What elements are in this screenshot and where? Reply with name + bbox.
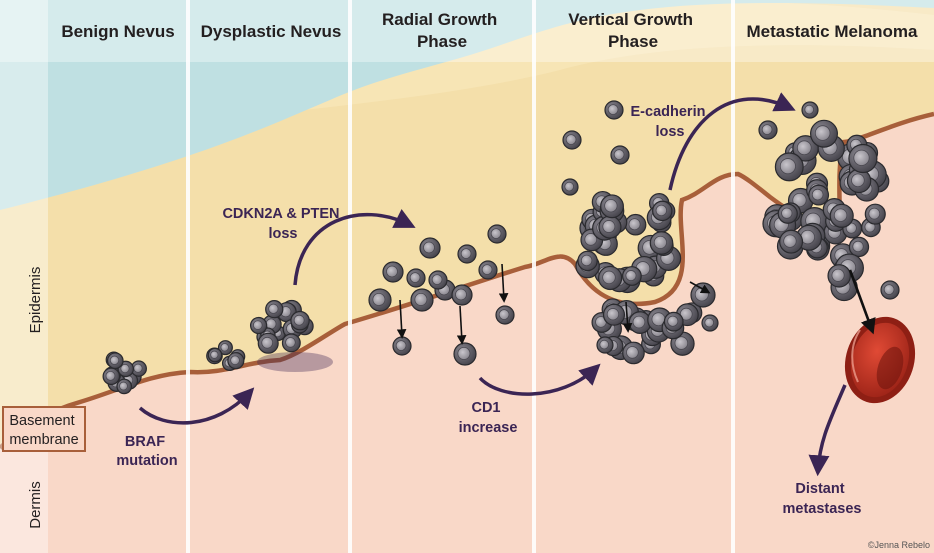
migration-arrows: [396, 263, 711, 345]
tumor-cell: [649, 231, 674, 255]
tumor-cell: [265, 300, 284, 319]
tumor-cell: [257, 332, 279, 354]
epidermis-label: Epidermis: [27, 267, 44, 334]
tumor-cell: [457, 244, 477, 264]
tumor-cell: [848, 143, 878, 174]
arrow-cdkn2a: [293, 209, 416, 286]
header-band: [0, 0, 934, 62]
image-credit: ©Jenna Rebelo: [868, 540, 930, 550]
tumor-cell: [249, 316, 268, 335]
tumor-cell: [410, 288, 434, 312]
tumor-cell: [602, 303, 626, 326]
annotation-distant-metastases: Distant metastases: [783, 481, 862, 517]
skin-surface-sky: [0, 0, 934, 210]
tumor-cell: [561, 178, 579, 196]
tumor-cell: [758, 120, 778, 140]
tumor-cell: [779, 229, 804, 254]
tumor-cell: [102, 367, 121, 386]
stage-title-dysplastic-nevus: Dysplastic Nevus: [201, 22, 342, 41]
tumor-cell: [622, 341, 645, 365]
tumor-cell: [487, 224, 507, 244]
tumor-cell: [600, 194, 624, 219]
dermis-label: Dermis: [27, 481, 44, 529]
tumor-cell: [217, 340, 233, 356]
tumor-cell: [829, 203, 854, 228]
arrow-ecadherin: [668, 92, 796, 191]
tumor-cell: [848, 236, 870, 258]
arrow-cd1: [478, 363, 601, 396]
tumor-cell: [577, 250, 598, 272]
tumor-cell: [290, 310, 310, 331]
tumor-cell: [827, 264, 851, 288]
tumor-cell: [774, 152, 804, 182]
tumor-cell: [801, 101, 819, 119]
svg-text:Basement membrane: Basement membrane: [9, 413, 78, 448]
stage-title-vertical-growth-phase: Vertical Growth Phase: [568, 10, 697, 51]
blood-vessel: [844, 316, 916, 404]
tumor-cell: [596, 336, 614, 354]
tumor-cell: [478, 260, 498, 280]
tumor-cell: [810, 119, 838, 148]
tumor-cell: [368, 288, 392, 312]
stage-dividers: [186, 0, 735, 553]
tumor-cell: [621, 266, 642, 286]
tumor-cell: [382, 261, 404, 283]
annotation-e-cadherin-loss: E-cadherin loss: [631, 104, 710, 140]
tumor-cell: [864, 203, 886, 225]
tumor-cell: [808, 184, 830, 206]
tumor-cell: [562, 130, 582, 150]
tumor-cell: [792, 135, 819, 162]
stage-title-benign-nevus: Benign Nevus: [61, 22, 174, 41]
tumor-cell: [598, 265, 623, 291]
tumor-cell: [777, 203, 798, 224]
tumor-cell: [663, 311, 684, 332]
tumor-cell: [880, 280, 900, 300]
arrow-braf: [138, 387, 255, 425]
tumor-cell: [281, 333, 301, 353]
tumor-cell: [610, 145, 630, 165]
tumor-cell: [495, 305, 515, 325]
tumor-cells: [102, 100, 900, 395]
layer-label-column: [0, 0, 48, 553]
tumor-cell: [207, 347, 223, 363]
tumor-cell: [598, 215, 622, 239]
tumor-cell: [428, 270, 448, 290]
tumor-cell: [406, 268, 426, 288]
basement-membrane-label: Basement membrane: [2, 406, 86, 452]
tumor-cell: [624, 213, 647, 236]
tumor-cell: [392, 336, 412, 356]
tumor-cell: [419, 237, 441, 259]
stage-title-radial-growth-phase: Radial Growth Phase: [382, 10, 502, 51]
tumor-cell: [116, 378, 133, 395]
annotation-cd1-increase: CD1 increase: [459, 400, 518, 436]
tumor-cell: [628, 311, 652, 334]
tumor-cell: [701, 314, 719, 332]
tumor-cell: [106, 352, 124, 370]
tumor-cell: [227, 352, 245, 370]
annotation-braf-mutation: BRAF mutation: [116, 434, 177, 469]
stage-title-metastatic-melanoma: Metastatic Melanoma: [747, 22, 919, 41]
tumor-cell: [453, 342, 477, 366]
tumor-cell: [604, 100, 624, 120]
tumor-cell: [451, 284, 473, 306]
arrow-metastases: [808, 384, 847, 477]
intravasation-arrow: [848, 269, 876, 335]
progression-arrows: [138, 92, 847, 477]
annotation-cdkn2a-pten-loss: CDKN2A & PTEN loss: [222, 206, 343, 242]
tumor-cell: [690, 282, 716, 308]
tumor-cell: [652, 200, 673, 222]
tumor-cell: [846, 168, 872, 194]
lesion-shadow: [257, 352, 333, 372]
